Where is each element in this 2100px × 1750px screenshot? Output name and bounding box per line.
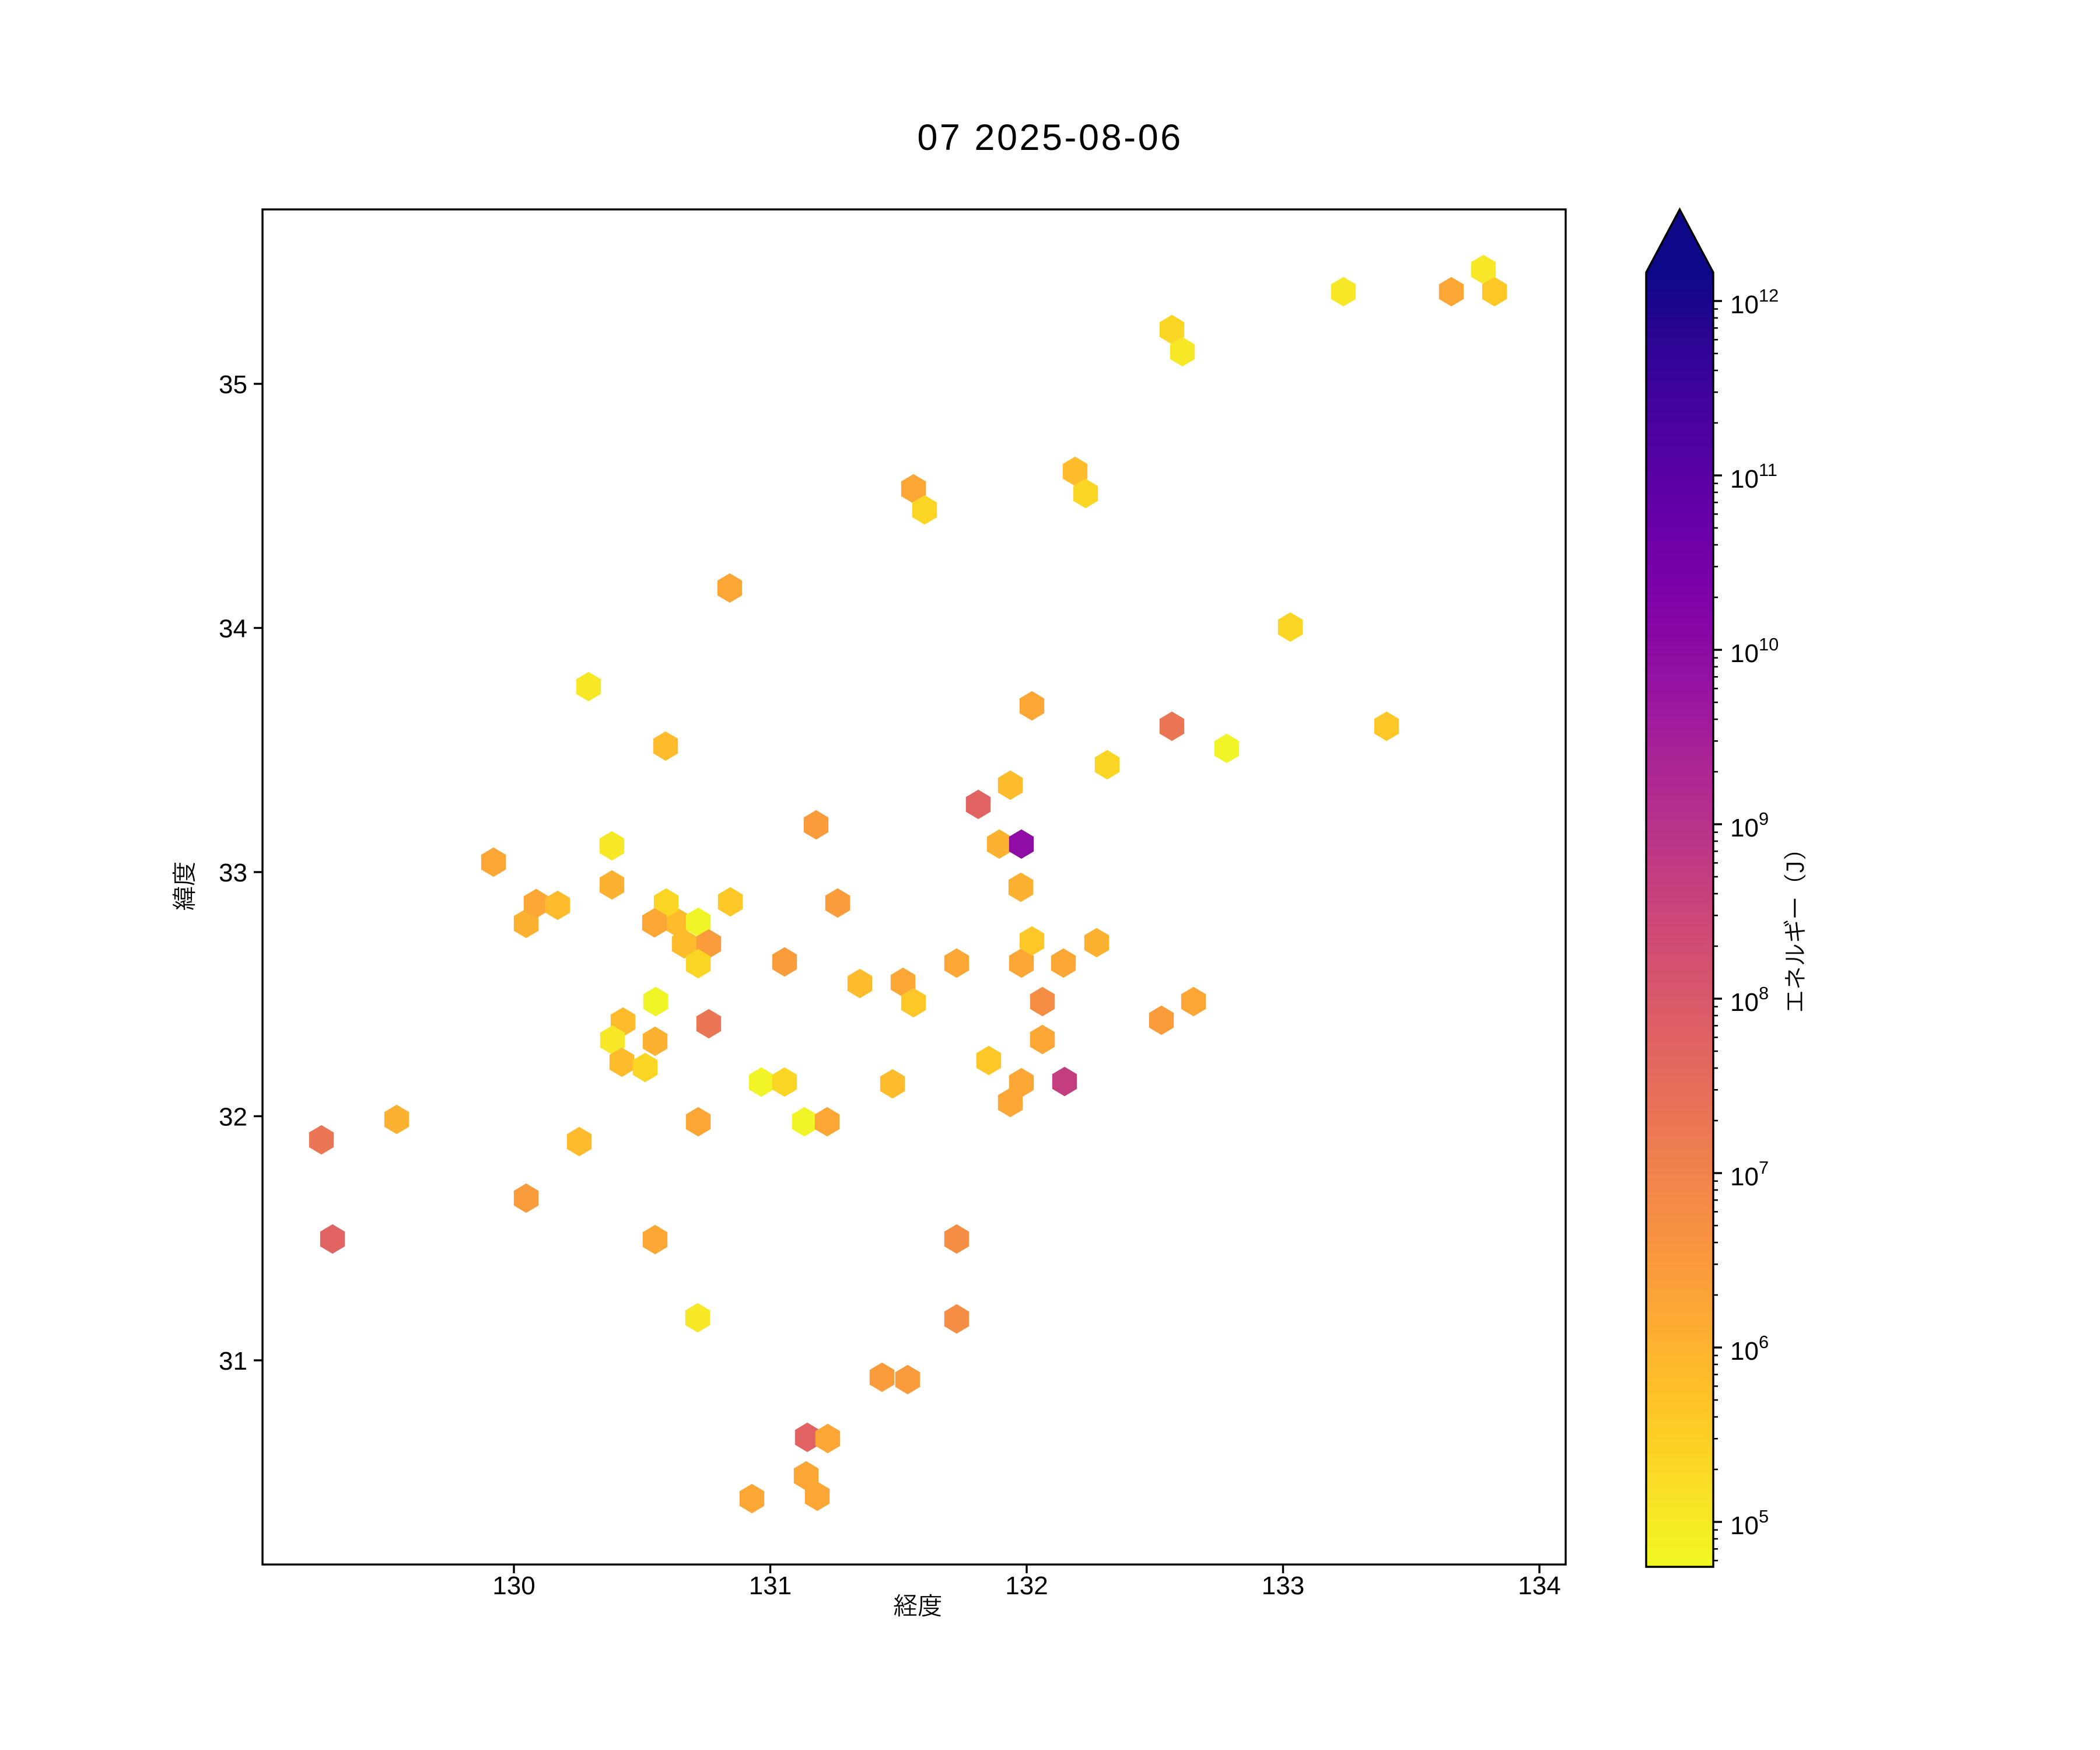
svg-text:32: 32 — [219, 1103, 247, 1132]
svg-text:35: 35 — [219, 370, 247, 399]
svg-text:1010: 1010 — [1730, 634, 1779, 668]
svg-text:130: 130 — [492, 1572, 535, 1600]
svg-text:134: 134 — [1518, 1572, 1560, 1600]
svg-text:07 2025-08-06: 07 2025-08-06 — [917, 117, 1182, 158]
svg-text:133: 133 — [1262, 1572, 1304, 1600]
svg-text:33: 33 — [219, 859, 247, 887]
svg-text:131: 131 — [749, 1572, 792, 1600]
svg-text:132: 132 — [1005, 1572, 1048, 1600]
svg-text:34: 34 — [219, 615, 247, 643]
svg-text:31: 31 — [219, 1347, 247, 1376]
